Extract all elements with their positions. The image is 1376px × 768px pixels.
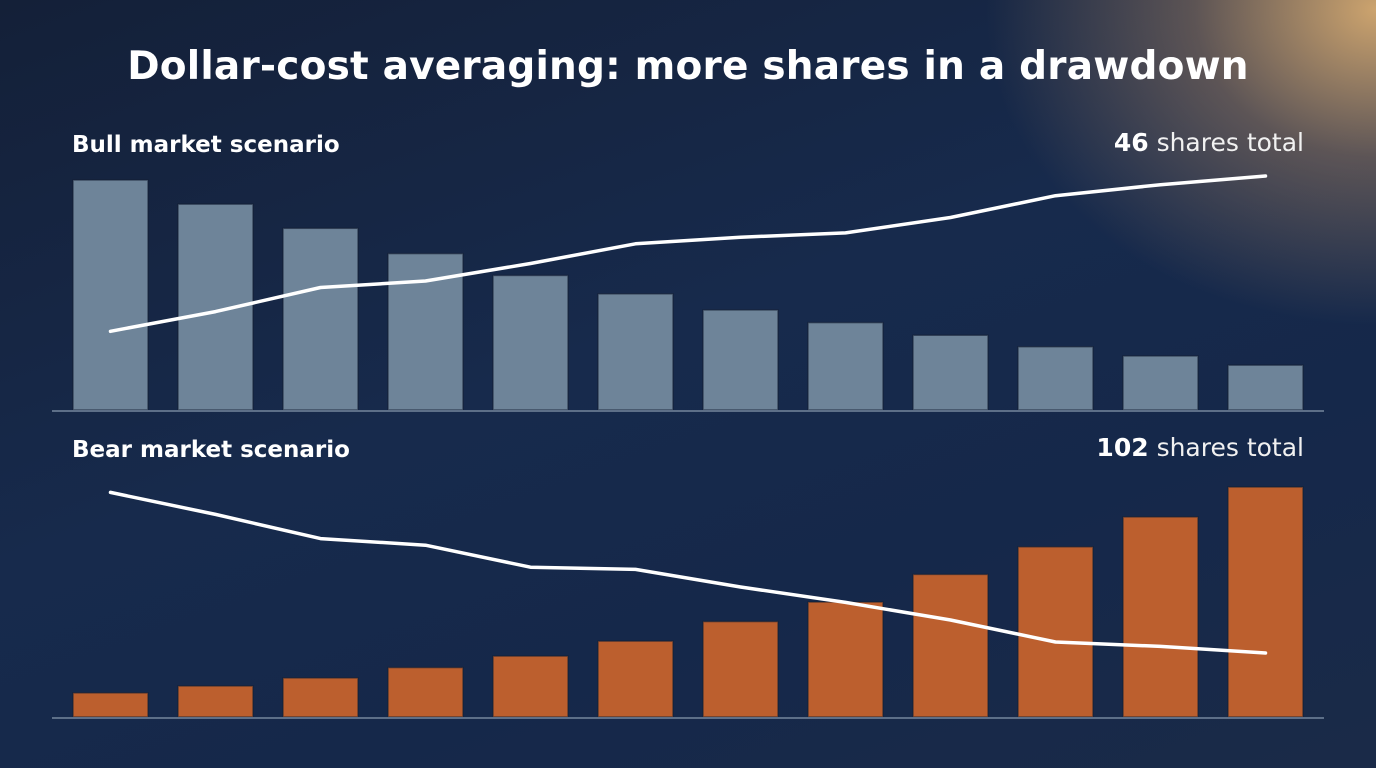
bear-bar-3 (282, 677, 359, 718)
bear-panel (52, 486, 1324, 719)
bear-total-label: 102 shares total (1096, 433, 1304, 462)
bull-panel-label: Bull market scenario (72, 132, 340, 158)
bull-bar-10 (1017, 346, 1094, 411)
bear-bar-10 (1017, 546, 1094, 718)
bear-bar-9 (912, 573, 989, 718)
bear-bar-11 (1122, 516, 1199, 718)
bear-bar-6 (597, 640, 674, 718)
bull-bar-5 (492, 274, 569, 411)
bull-total-number: 46 (1113, 128, 1149, 157)
bull-bar-3 (282, 227, 359, 411)
bear-shares-line (108, 490, 1268, 655)
chart-title: Dollar-cost averaging: more shares in a … (127, 44, 1249, 89)
bull-bar-8 (807, 321, 884, 411)
bull-shares-line (108, 174, 1268, 334)
bear-total-number: 102 (1096, 433, 1149, 462)
bear-bar-2 (177, 685, 254, 718)
bull-total-suffix: shares total (1156, 128, 1304, 157)
bull-bar-7 (702, 309, 779, 411)
bear-panel-label: Bear market scenario (72, 437, 350, 463)
bear-bar-7 (702, 620, 779, 718)
bull-panel (52, 174, 1324, 412)
bear-bar-8 (807, 601, 884, 718)
bear-bar-4 (387, 666, 464, 718)
bull-bar-1 (72, 179, 149, 411)
bear-bar-12 (1227, 486, 1304, 718)
bear-bar-5 (492, 655, 569, 718)
bull-bar-6 (597, 293, 674, 411)
bull-total-label: 46 shares total (1114, 128, 1304, 157)
bear-bar-1 (72, 692, 149, 718)
bull-bar-12 (1227, 364, 1304, 411)
bull-bar-11 (1122, 355, 1199, 411)
bull-bar-9 (912, 334, 989, 411)
bear-total-suffix: shares total (1156, 433, 1304, 462)
